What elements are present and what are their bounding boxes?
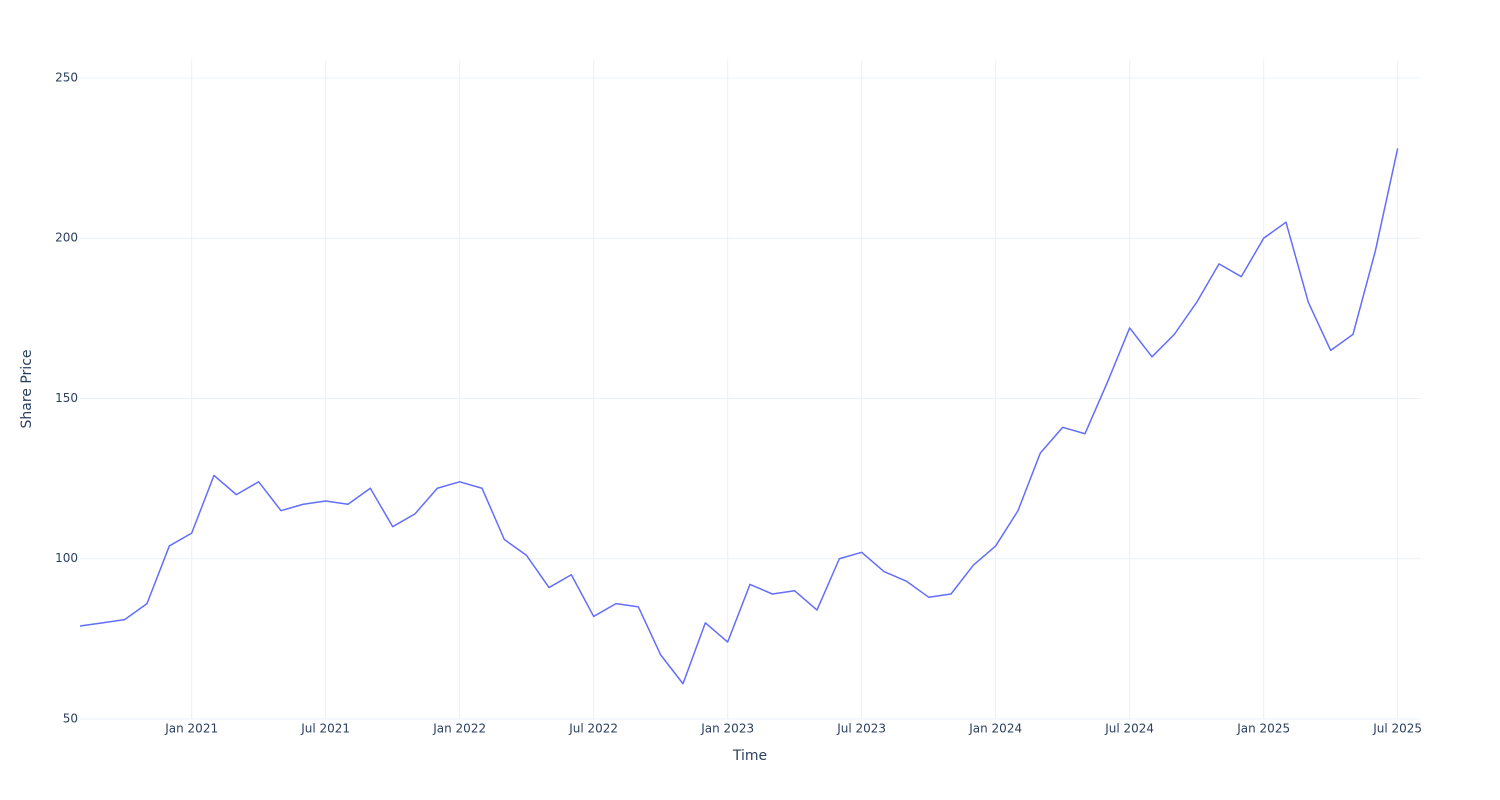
x-tick-label: Jan 2023 (700, 722, 754, 736)
x-tick-label: Jul 2021 (300, 722, 350, 736)
x-tick-label: Jul 2024 (1104, 722, 1154, 736)
y-tick-label: 50 (63, 712, 78, 726)
y-tick-label: 150 (55, 391, 78, 405)
data-line (79, 148, 1399, 685)
y-tick-label: 100 (55, 551, 78, 565)
y-tick-label: 250 (55, 70, 78, 84)
x-tick-label: Jul 2023 (836, 722, 886, 736)
x-tick-label: Jul 2025 (1372, 722, 1422, 736)
y-axis-title: Share Price (19, 349, 35, 428)
x-tick-label: Jan 2025 (1236, 722, 1290, 736)
x-axis-title: Time (732, 748, 767, 764)
x-tick-label: Jan 2022 (432, 722, 486, 736)
x-tick-label: Jan 2021 (164, 722, 218, 736)
x-tick-label: Jan 2024 (968, 722, 1022, 736)
x-tick-label: Jul 2022 (568, 722, 618, 736)
y-tick-label: 200 (55, 231, 78, 245)
